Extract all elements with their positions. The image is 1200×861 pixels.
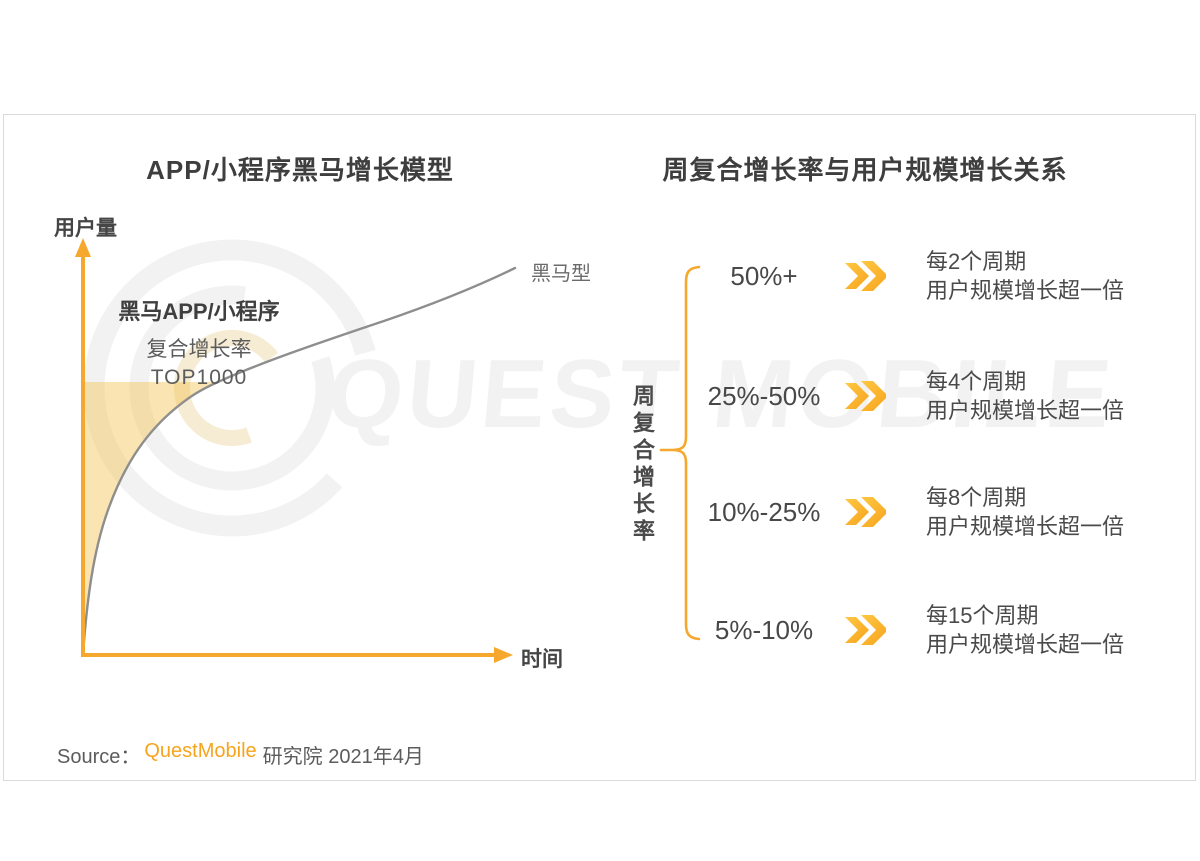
- x-axis-label: 时间: [521, 648, 563, 671]
- rate-value: 10%-25%: [707, 496, 821, 527]
- desc-line1: 每8个周期: [926, 485, 1027, 510]
- x-axis-arrow-icon: [494, 647, 513, 663]
- desc-line2: 用户规模增长超一倍: [926, 278, 1125, 303]
- rate-value: 50%+: [730, 260, 798, 291]
- double-chevron-icon: [845, 381, 886, 411]
- desc-line1: 每4个周期: [926, 369, 1027, 394]
- annotation-line2: 复合增长率: [146, 338, 252, 361]
- rate-row: 10%-25% 每8个周期 用户规模增长超一倍: [700, 483, 1170, 541]
- rate-row: 5%-10% 每15个周期 用户规模增长超一倍: [700, 601, 1170, 659]
- y-axis-label: 用户量: [54, 217, 117, 240]
- curve-annotation: 黑马APP/小程序 复合增长率 TOP1000: [85, 294, 313, 390]
- rate-description: 每4个周期 用户规模增长超一倍: [926, 367, 1124, 425]
- rate-value: 5%-10%: [714, 614, 814, 645]
- annotation-line3: TOP1000: [150, 366, 248, 389]
- desc-line1: 每15个周期: [926, 603, 1039, 628]
- group-bracket: [659, 265, 701, 641]
- rate-row: 50%+ 每2个周期 用户规模增长超一倍: [700, 247, 1170, 305]
- desc-line2: 用户规模增长超一倍: [926, 632, 1125, 657]
- rate-description: 每15个周期 用户规模增长超一倍: [926, 601, 1124, 659]
- double-chevron-icon: [845, 261, 886, 291]
- annotation-title: 黑马APP/小程序: [118, 299, 280, 324]
- double-chevron-icon: [845, 497, 886, 527]
- source-line: Source： QuestMobile 研究院 2021年4月: [57, 740, 424, 769]
- source-prefix: Source：: [57, 746, 141, 768]
- double-chevron-icon: [845, 615, 886, 645]
- desc-line2: 用户规模增长超一倍: [926, 398, 1125, 423]
- rate-value: 25%-50%: [707, 380, 821, 411]
- desc-line2: 用户规模增长超一倍: [926, 514, 1125, 539]
- source-suffix: 研究院 2021年4月: [262, 746, 424, 768]
- bracket-label: 周复合增长率: [630, 384, 655, 546]
- right-panel-title: 周复合增长率与用户规模增长关系: [662, 155, 1068, 185]
- rate-description: 每8个周期 用户规模增长超一倍: [926, 483, 1124, 541]
- source-brand: QuestMobile: [144, 740, 257, 762]
- y-axis-arrow-icon: [75, 238, 91, 257]
- left-chart-title: APP/小程序黑马增长模型: [146, 155, 454, 185]
- rate-row: 25%-50% 每4个周期 用户规模增长超一倍: [700, 367, 1170, 425]
- curve-label: 黑马型: [531, 263, 591, 285]
- rate-description: 每2个周期 用户规模增长超一倍: [926, 247, 1124, 305]
- shaded-area: [83, 382, 218, 654]
- desc-line1: 每2个周期: [926, 249, 1027, 274]
